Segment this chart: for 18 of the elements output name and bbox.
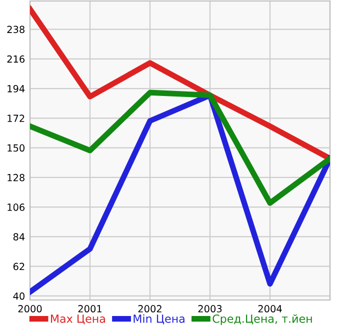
x-tick-label: 2001: [78, 305, 102, 312]
y-tick-label: 84: [13, 233, 25, 241]
y-tick-label: 62: [13, 262, 24, 270]
y-tick-label: 40: [13, 292, 24, 300]
y-tick-label: 194: [8, 85, 25, 92]
x-tick-label: 2003: [198, 305, 222, 312]
y-tick-label: 172: [8, 114, 24, 122]
legend-label: Min Цена: [134, 314, 184, 324]
y-tick-label: 128: [8, 174, 24, 182]
y-tick-label: 216: [7, 55, 25, 63]
y-tick-label: 150: [8, 144, 24, 152]
x-tick-label: 2000: [18, 305, 42, 312]
legend-label: Сред.Цена, т.йен: [212, 314, 312, 325]
y-tick-label: 106: [8, 204, 25, 211]
legend-label: Max Цена: [51, 314, 105, 324]
x-tick-label: 2002: [138, 305, 162, 312]
x-tick-label: 2004: [258, 305, 282, 312]
y-tick-label: 238: [7, 26, 24, 34]
